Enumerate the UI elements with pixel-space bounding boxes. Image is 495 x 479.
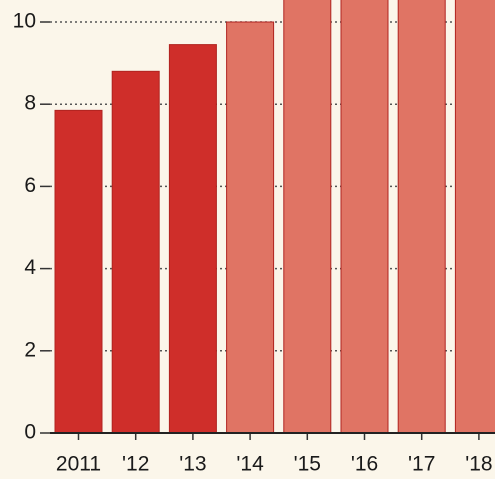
y-tick-label: 0 (24, 421, 36, 444)
bar (111, 70, 160, 434)
bar (454, 0, 495, 434)
y-tick-label: 4 (24, 256, 36, 279)
bar (397, 0, 446, 434)
y-tick-label: 6 (24, 174, 36, 197)
x-tick-label: '13 (179, 453, 206, 476)
x-tick-label: 2011 (56, 453, 101, 476)
x-tick-label: '15 (294, 453, 321, 476)
x-tick-label: '17 (408, 453, 435, 476)
y-tick-label: 8 (24, 92, 36, 115)
plot-area (50, 0, 495, 434)
x-tick-label: '12 (122, 453, 149, 476)
y-tick-label: 10 (13, 10, 36, 33)
bar (283, 0, 332, 434)
y-tick-label: 2 (24, 338, 36, 361)
bar (54, 109, 103, 434)
bar (168, 44, 217, 434)
x-tick-label: '16 (351, 453, 378, 476)
x-tick-label: '14 (236, 453, 264, 476)
x-tick-label: '18 (465, 453, 492, 476)
bar (340, 0, 389, 434)
bar (226, 21, 275, 434)
